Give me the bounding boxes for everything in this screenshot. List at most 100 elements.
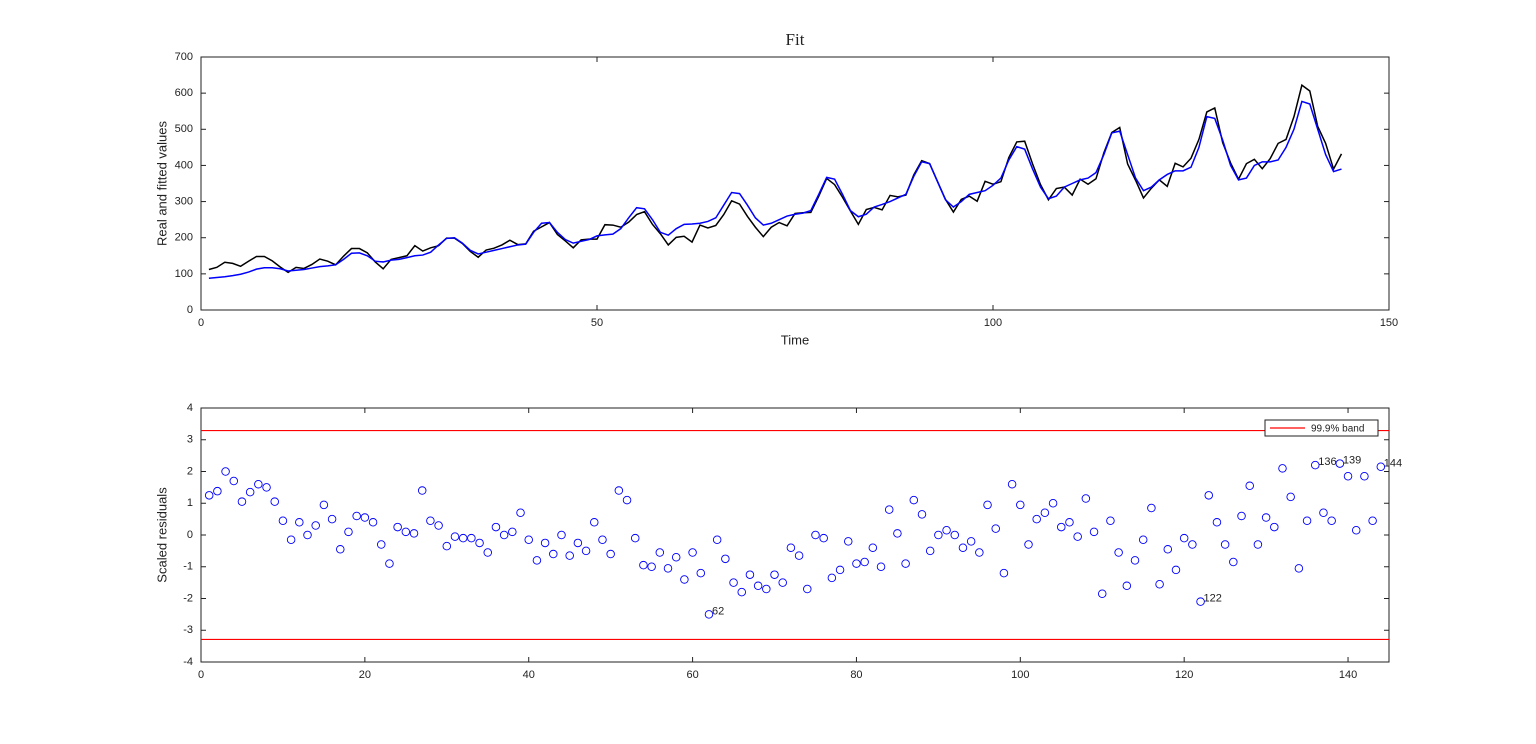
residual-point <box>639 560 648 570</box>
residual-point <box>753 581 763 591</box>
residual-point <box>1171 565 1181 575</box>
residual-point <box>557 530 566 540</box>
residual-point <box>581 546 591 556</box>
residual-point <box>286 535 296 545</box>
data-line <box>208 100 1342 279</box>
residual-point <box>786 543 796 552</box>
residual-point <box>909 495 919 505</box>
residual-point <box>671 552 681 562</box>
residual-point <box>737 587 746 597</box>
residual-point <box>344 527 353 537</box>
residual-point <box>876 562 886 572</box>
residual-point <box>360 513 370 522</box>
residual-point <box>1270 522 1279 532</box>
y-axis-label: Real and fitted values <box>154 120 169 246</box>
residual-point <box>983 500 992 510</box>
residual-point <box>1327 516 1336 525</box>
x-tick-label: 40 <box>523 669 535 681</box>
residual-point <box>1122 581 1132 591</box>
residual-point <box>835 565 845 575</box>
residual-point <box>655 548 665 557</box>
y-tick-label: 100 <box>175 268 193 280</box>
residual-point <box>1179 533 1189 543</box>
residual-point <box>975 548 984 557</box>
residual-point <box>1065 518 1074 527</box>
residual-point <box>295 518 304 527</box>
y-tick-label: 500 <box>175 123 193 135</box>
residual-point <box>450 532 460 541</box>
residual-point <box>1360 472 1369 481</box>
residual-point <box>622 495 632 505</box>
residual-point <box>958 543 968 552</box>
residual-point <box>311 521 320 530</box>
residual-point <box>1024 540 1033 549</box>
residual-point <box>917 510 927 519</box>
residual-point <box>721 554 730 564</box>
y-tick-label: 200 <box>175 232 193 244</box>
residual-point <box>524 535 533 545</box>
residual-point <box>884 505 894 514</box>
y-tick-label: 2 <box>187 465 193 477</box>
residual-point <box>1335 459 1345 468</box>
residual-point <box>1302 516 1312 525</box>
residual-point <box>852 559 861 568</box>
residual-point <box>1081 494 1091 503</box>
y-tick-label: -3 <box>183 624 193 636</box>
residual-point <box>696 568 706 578</box>
residual-point <box>1057 522 1066 532</box>
residual-point <box>549 549 558 559</box>
residual-point <box>278 516 288 525</box>
residual-point <box>762 584 771 594</box>
y-tick-label: 0 <box>187 529 193 541</box>
residual-point <box>385 559 394 568</box>
residual-point <box>770 570 779 579</box>
x-tick-label: 20 <box>359 669 371 681</box>
residual-point <box>712 535 722 545</box>
point-label: 136 <box>1318 456 1336 468</box>
x-tick-label: 80 <box>850 669 862 681</box>
x-tick-label: 0 <box>198 317 204 329</box>
residual-point <box>778 578 787 587</box>
residual-point <box>934 530 943 540</box>
residual-point <box>868 543 878 552</box>
residual-point <box>213 486 222 496</box>
residual-point <box>688 548 697 557</box>
residual-point <box>1204 491 1214 500</box>
residual-point <box>893 529 902 538</box>
residual-point <box>573 538 583 548</box>
residual-point <box>901 559 910 568</box>
residual-point <box>966 537 976 546</box>
residual-point <box>598 535 607 545</box>
y-tick-label: -1 <box>183 561 193 573</box>
residual-point <box>663 564 673 573</box>
residual-point <box>860 557 869 567</box>
residual-point <box>1311 460 1320 470</box>
point-label: 144 <box>1384 458 1402 470</box>
residual-point <box>1376 462 1386 471</box>
residual-point <box>606 549 615 559</box>
residual-point <box>303 530 312 540</box>
residual-point <box>475 538 484 548</box>
residual-point <box>1351 525 1361 535</box>
residual-point <box>1343 472 1353 481</box>
residual-point <box>729 578 738 587</box>
residual-point <box>376 540 386 549</box>
residual-point <box>794 551 804 560</box>
residual-point <box>991 524 1000 533</box>
residual-point <box>1245 481 1254 491</box>
residual-point <box>532 556 542 565</box>
residual-point <box>204 491 214 500</box>
residual-point <box>704 610 714 619</box>
residual-point <box>1032 514 1041 524</box>
x-tick-label: 0 <box>198 669 204 681</box>
residual-point <box>1188 540 1197 549</box>
x-tick-label: 120 <box>1175 669 1193 681</box>
residual-point <box>647 562 656 572</box>
residual-point <box>221 467 230 476</box>
residual-point <box>1237 511 1246 521</box>
residual-point <box>803 584 812 594</box>
residual-point <box>1253 540 1263 549</box>
y-tick-label: -2 <box>183 592 193 604</box>
residual-point <box>1368 516 1377 525</box>
residual-point <box>262 483 271 492</box>
